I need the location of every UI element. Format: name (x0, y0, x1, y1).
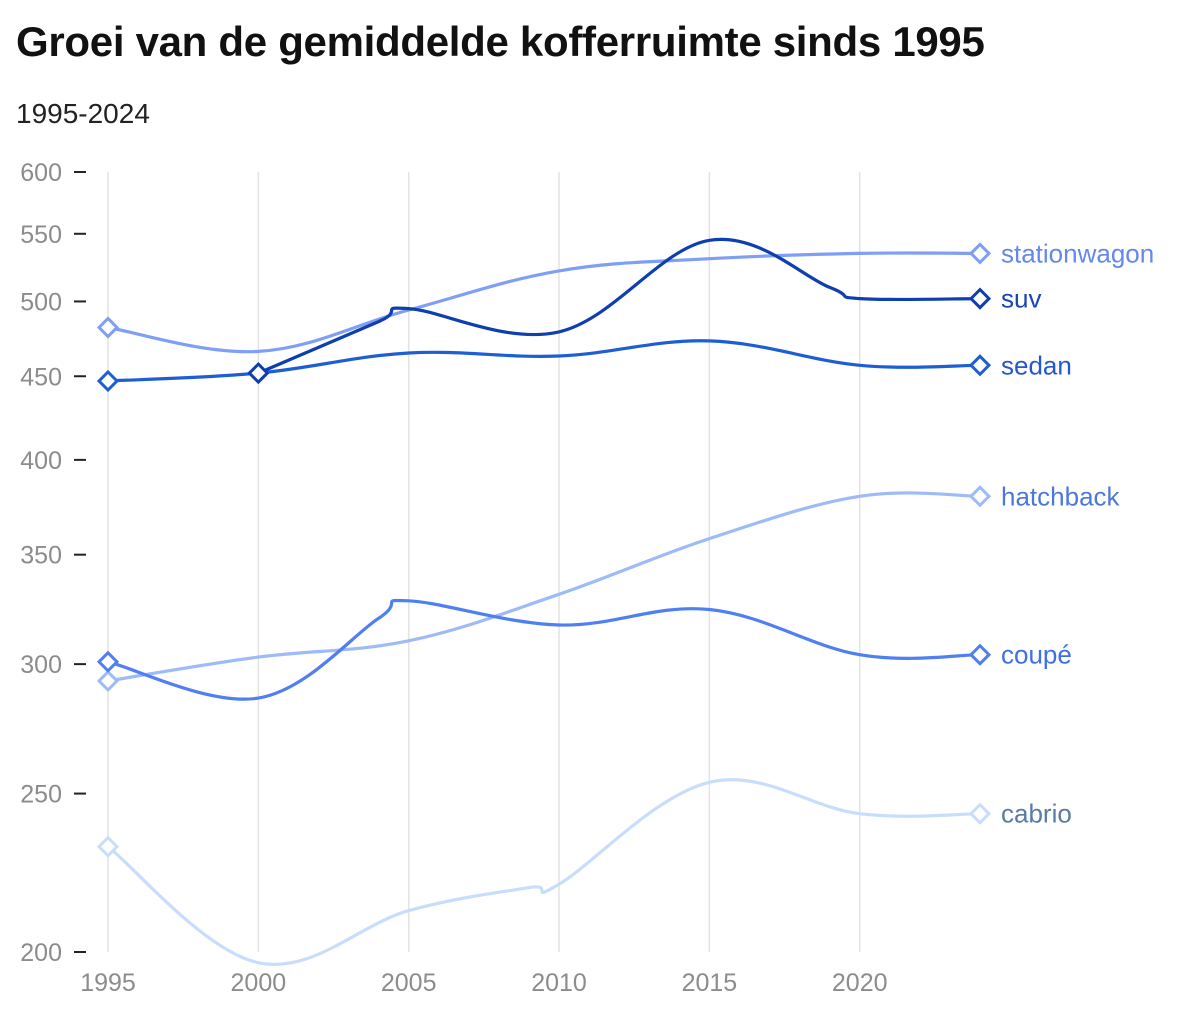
x-tick-label-2005: 2005 (381, 969, 437, 997)
series-label-suv: suv (1001, 284, 1041, 314)
series-start-marker-cabrio (96, 835, 120, 858)
x-tick-label-2000: 2000 (231, 969, 287, 997)
series-start-marker-sedan (96, 369, 120, 393)
y-tick-label-450: 450 (20, 363, 62, 391)
series-end-marker-hatchback (968, 485, 992, 508)
chart-subtitle: 1995-2024 (16, 98, 150, 129)
series-end-marker-sedan (968, 354, 992, 377)
chart-title: Groei van de gemiddelde kofferruimte sin… (16, 18, 985, 65)
y-tick-label-600: 600 (20, 159, 62, 187)
series-line-sedan (106, 339, 982, 383)
x-tick-label-2020: 2020 (832, 969, 888, 997)
x-tick-label-2010: 2010 (531, 969, 587, 997)
series-label-hatchback: hatchback (1001, 481, 1121, 511)
y-tick-label-550: 550 (20, 221, 62, 249)
series-start-marker-suv (247, 361, 270, 385)
series-line-hatchback (106, 491, 982, 683)
y-tick-label-200: 200 (20, 939, 62, 967)
y-tick-label-250: 250 (20, 781, 62, 809)
series-start-marker-stationwagon (96, 316, 120, 339)
y-tick-label-350: 350 (20, 542, 62, 570)
x-tick-label-2015: 2015 (682, 969, 738, 997)
series-label-cabrio: cabrio (1001, 799, 1072, 829)
series-end-marker-coup (968, 643, 992, 666)
series-label-sedan: sedan (1001, 350, 1072, 380)
series-end-marker-suv (968, 287, 992, 310)
series-line-suv (256, 237, 982, 375)
series-end-marker-stationwagon (968, 242, 992, 265)
series-line-coup (106, 598, 982, 701)
series-line-cabrio (106, 778, 982, 966)
series-label-coup: coupé (1001, 640, 1072, 670)
series-label-stationwagon: stationwagon (1001, 238, 1154, 268)
y-tick-label-400: 400 (20, 447, 62, 475)
x-tick-label-1995: 1995 (80, 969, 136, 997)
series-start-marker-hatchback (96, 669, 120, 693)
series-line-stationwagon (106, 251, 982, 354)
y-tick-label-300: 300 (20, 651, 62, 679)
y-tick-label-500: 500 (20, 288, 62, 316)
series-start-marker-coup (96, 650, 120, 673)
series-end-marker-cabrio (968, 802, 992, 825)
